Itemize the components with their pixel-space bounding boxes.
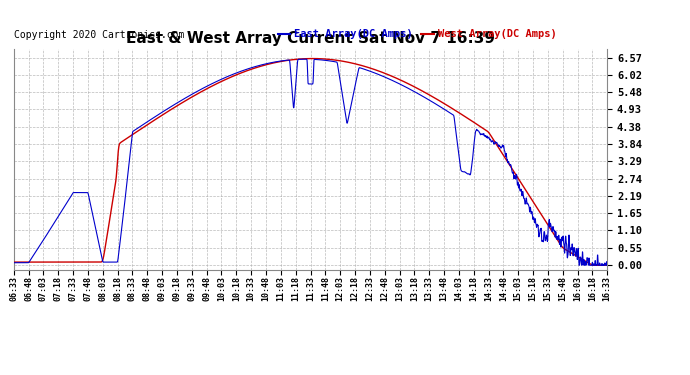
Text: Copyright 2020 Cartronics.com: Copyright 2020 Cartronics.com (14, 30, 184, 40)
Title: East & West Array Current Sat Nov 7 16:39: East & West Array Current Sat Nov 7 16:3… (126, 31, 495, 46)
Legend: East Array(DC Amps), West Array(DC Amps): East Array(DC Amps), West Array(DC Amps) (273, 25, 561, 44)
